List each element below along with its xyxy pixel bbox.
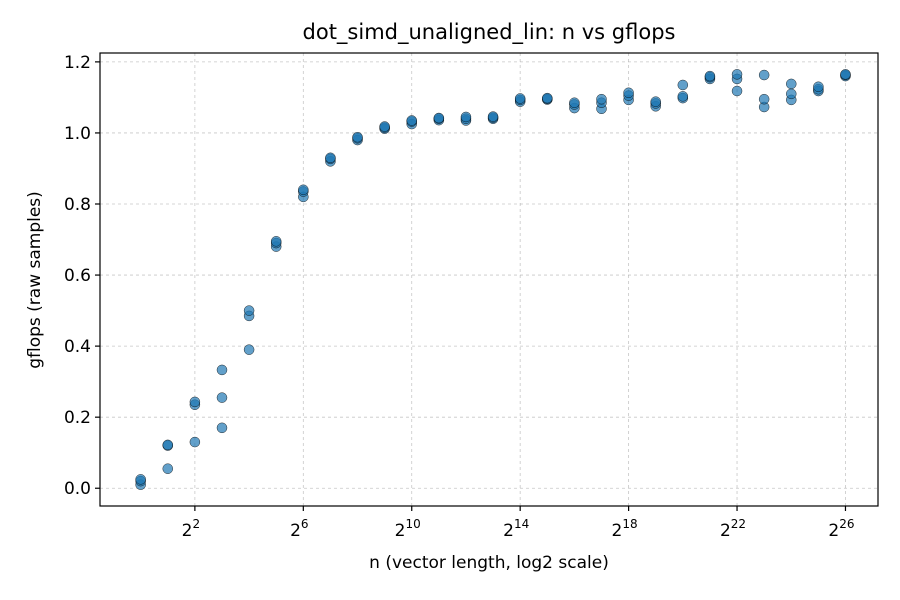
data-point <box>189 396 201 408</box>
x-tick-base: 2 <box>395 521 406 541</box>
plot-frame <box>99 52 879 507</box>
x-axis-label: n (vector length, log2 scale) <box>369 553 609 573</box>
x-tick-label: 218 <box>612 517 638 541</box>
x-tick-base: 2 <box>182 521 193 541</box>
y-tick-label: 1.2 <box>64 53 91 73</box>
data-point <box>135 474 146 485</box>
x-tick-label: 26 <box>290 517 308 541</box>
data-point <box>325 152 336 164</box>
x-tick-exponent: 22 <box>731 517 746 531</box>
data-point <box>460 111 472 123</box>
data-point <box>406 115 417 126</box>
data-point <box>731 69 743 80</box>
grid-layer <box>100 53 878 506</box>
data-point <box>298 184 309 196</box>
data-point <box>786 88 797 100</box>
data-point <box>514 93 526 104</box>
y-tick-label: 1.0 <box>64 124 91 144</box>
data-point <box>569 97 580 108</box>
data-point <box>216 392 228 403</box>
x-tick-exponent: 10 <box>406 517 421 531</box>
data-point <box>433 112 445 124</box>
x-tick-exponent: 14 <box>514 517 529 531</box>
data-point <box>379 121 390 132</box>
data-point <box>704 70 716 82</box>
data-point <box>216 364 228 376</box>
data-point <box>243 305 255 316</box>
data-point <box>189 436 201 448</box>
x-tick-label: 22 <box>182 517 200 541</box>
data-point <box>758 69 770 81</box>
x-tick-label: 226 <box>828 517 854 541</box>
x-tick-base: 2 <box>612 521 623 541</box>
x-tick-base: 2 <box>503 521 514 541</box>
x-tick-exponent: 6 <box>301 517 309 531</box>
data-point <box>650 96 661 107</box>
data-point <box>840 69 851 80</box>
x-tick-base: 2 <box>720 521 731 541</box>
x-tick-base: 2 <box>290 521 301 541</box>
x-tick-label: 222 <box>720 517 746 541</box>
x-tick-label: 210 <box>395 517 421 541</box>
data-point <box>243 344 255 355</box>
data-point <box>270 236 282 247</box>
data-point <box>352 131 363 143</box>
x-tick-base: 2 <box>828 521 839 541</box>
points-layer <box>135 69 851 490</box>
x-tick-label: 214 <box>503 517 529 541</box>
y-tick-label: 0.8 <box>64 195 91 215</box>
chart-title: dot_simd_unaligned_lin: n vs gflops <box>303 20 676 45</box>
data-point <box>162 463 174 474</box>
y-tick-label: 0.6 <box>64 266 91 286</box>
data-point <box>162 439 174 451</box>
data-point <box>731 85 743 97</box>
data-point <box>216 422 228 434</box>
y-tick-label: 0.0 <box>64 479 91 499</box>
x-tick-exponent: 18 <box>622 517 637 531</box>
data-point <box>813 81 824 93</box>
y-axis-label: gflops (raw samples) <box>25 191 45 369</box>
data-point <box>677 79 689 91</box>
data-point <box>596 93 607 105</box>
data-point <box>758 93 770 105</box>
x-tick-exponent: 26 <box>839 517 854 531</box>
x-tick-exponent: 2 <box>192 517 200 531</box>
data-point <box>677 91 689 102</box>
data-point <box>542 92 553 104</box>
y-tick-label: 0.2 <box>64 408 91 428</box>
data-point <box>786 78 797 90</box>
data-point <box>623 87 634 99</box>
y-tick-label: 0.4 <box>64 337 91 357</box>
data-point <box>487 111 499 122</box>
